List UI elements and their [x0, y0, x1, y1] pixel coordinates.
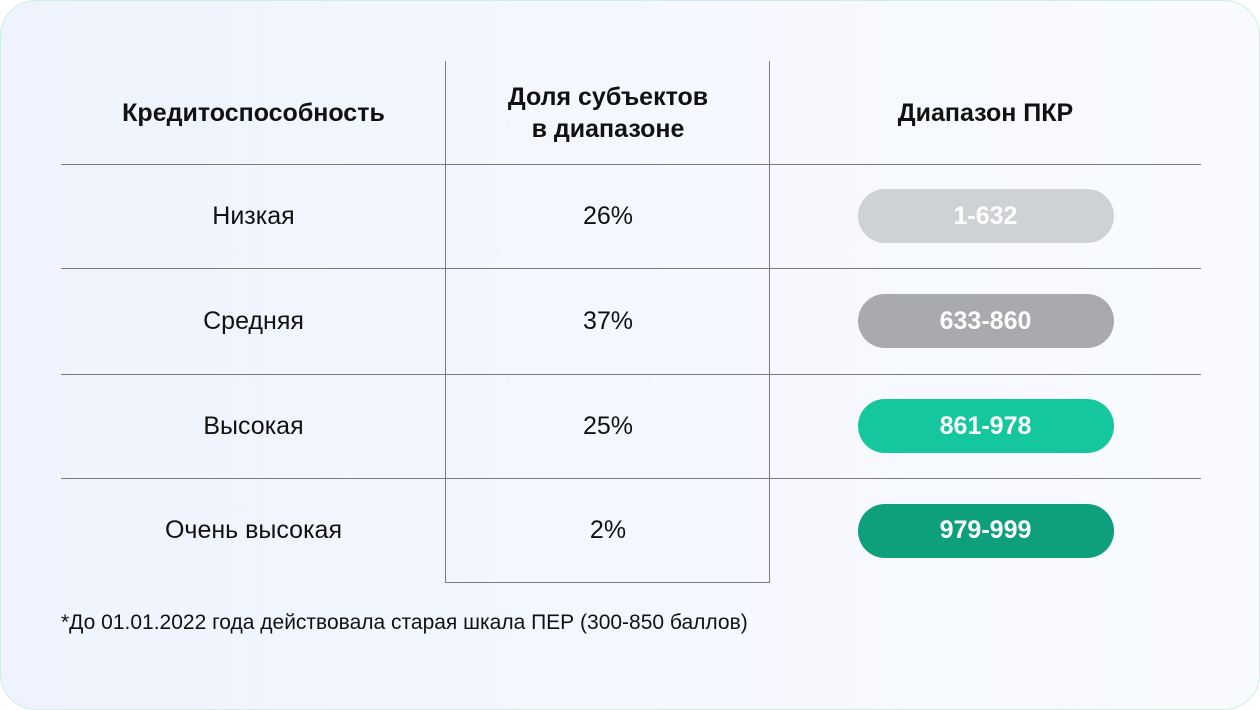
header-score-range: Диапазон ПКР	[897, 98, 1074, 127]
row-divider	[61, 164, 1201, 165]
credit-score-table: Кредитоспособность Доля субъектов в диап…	[61, 61, 1201, 583]
range-badge: 861-978	[857, 399, 1114, 453]
range-badge: 1-632	[857, 189, 1114, 243]
row-low-range-cell: 1-632	[770, 164, 1201, 268]
row-divider	[61, 268, 1201, 269]
row-medium-share: 37%	[582, 306, 634, 335]
row-high-share: 25%	[582, 411, 634, 440]
table-bottom-border	[445, 582, 770, 583]
row-very-high-share: 2%	[589, 516, 627, 544]
row-low-share: 26%	[582, 201, 634, 230]
header-creditworthiness: Кредитоспособность	[122, 98, 385, 127]
row-medium-range-cell: 633-860	[770, 268, 1201, 374]
column-divider	[769, 61, 770, 583]
row-high-range-cell: 861-978	[770, 374, 1201, 478]
row-low-level: Низкая	[212, 201, 295, 230]
footnote: *До 01.01.2022 года действовала старая ш…	[61, 611, 748, 634]
column-divider	[445, 61, 446, 583]
range-badge: 979-999	[857, 503, 1114, 558]
row-very-high-level: Очень высокая	[164, 516, 342, 544]
row-divider	[61, 478, 1201, 479]
row-medium-level: Средняя	[203, 306, 304, 335]
row-divider	[61, 374, 1201, 375]
header-share-line2: в диапазоне	[531, 114, 685, 143]
row-very-high-range-cell: 979-999	[770, 478, 1201, 583]
row-high-level: Высокая	[203, 411, 304, 440]
range-badge: 633-860	[857, 294, 1114, 348]
header-share: Доля субъектов в диапазоне	[446, 61, 770, 164]
header-share-line1: Доля субъектов	[507, 82, 709, 111]
